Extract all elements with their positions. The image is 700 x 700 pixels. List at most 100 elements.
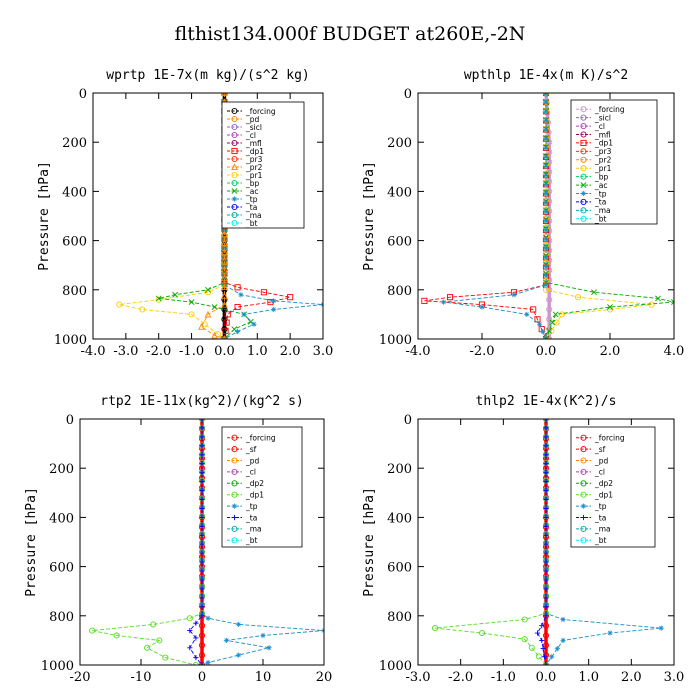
data-point [543, 236, 549, 242]
x-tick-label: -1.0 [491, 670, 516, 685]
data-point [543, 181, 549, 187]
data-point [199, 487, 205, 494]
legend-marker [231, 147, 238, 155]
y-tick-label: 0 [66, 413, 74, 428]
data-point [546, 237, 553, 244]
x-tick-label: -2.0 [146, 344, 171, 359]
data-point [139, 306, 146, 313]
legend-marker [580, 480, 587, 487]
legend-label: _bp [594, 172, 609, 181]
data-point [543, 568, 549, 574]
data-point [543, 523, 549, 529]
y-tick-label: 400 [49, 511, 74, 526]
data-point [266, 645, 272, 651]
legend-marker [580, 207, 587, 214]
x-tick-label: 1.0 [247, 344, 268, 359]
series-group [89, 419, 324, 665]
data-point [543, 254, 549, 261]
data-point [89, 627, 96, 634]
data-point [113, 632, 120, 639]
data-point [543, 99, 549, 105]
data-point [542, 642, 550, 649]
data-point [543, 434, 549, 440]
legend-marker [580, 190, 587, 197]
data-point [546, 296, 553, 303]
legend-label: _tp [594, 502, 607, 511]
legend-marker [580, 503, 587, 509]
data-point [655, 295, 661, 302]
legend-label: _ta [594, 513, 606, 522]
data-point [546, 267, 553, 274]
x-tick-label: -2.0 [469, 344, 494, 359]
legend-marker [231, 131, 238, 139]
data-point [574, 294, 582, 301]
x-tick-label: -2.0 [448, 670, 473, 685]
y-tick-label: 600 [62, 235, 87, 250]
data-point [150, 621, 157, 628]
legend-label: _pd [245, 456, 260, 465]
panel-title: wpthlp 1E-4x(m K)/s^2 [464, 68, 628, 83]
data-point [199, 452, 205, 458]
data-point [221, 300, 228, 308]
data-point [221, 256, 228, 264]
legend-label: _dp2 [245, 479, 264, 488]
data-point [478, 629, 486, 637]
x-tick-label: 3.0 [664, 670, 685, 685]
data-point [671, 299, 674, 306]
data-point [546, 327, 553, 334]
legend-label: _cl [594, 122, 605, 131]
data-point [543, 613, 549, 619]
data-point [260, 289, 267, 296]
data-point [287, 294, 294, 301]
data-point [201, 321, 208, 328]
legend: _forcing_pd_sicl_cl_mfl_dp1_pr3_pr2_pr1_… [221, 101, 305, 229]
legend-marker [231, 525, 238, 532]
legend-marker [580, 491, 587, 498]
data-point [534, 316, 541, 323]
data-point [543, 136, 549, 142]
data-point [543, 273, 549, 279]
data-point [543, 595, 549, 601]
data-point [546, 276, 553, 284]
legend-marker [231, 107, 238, 115]
legend-marker [580, 156, 587, 163]
data-point [198, 642, 206, 649]
y-tick-label: 800 [387, 610, 412, 625]
chart-panel-4: thlp2 1E-4x(K^2)/s Pressure [hPa] 0 200 400 6… [362, 394, 684, 685]
data-point [549, 319, 556, 326]
y-tick-label: 200 [387, 462, 412, 477]
series-line-ac [545, 93, 674, 339]
legend-label: _bt [594, 536, 607, 545]
y-axis-label: Pressure [hPa] [24, 487, 39, 597]
legend-marker [231, 163, 238, 171]
panels: wprtp 1E-7x(m kg)/(s^2 kg) Pressure [hPa]… [24, 68, 684, 685]
x-tick-label: 1.0 [578, 670, 599, 685]
data-point [198, 652, 206, 659]
legend-marker [580, 514, 587, 521]
panel-title: wprtp 1E-7x(m kg)/(s^2 kg) [106, 68, 310, 83]
data-point [162, 654, 169, 661]
data-point [188, 311, 195, 318]
y-axis-label: Pressure [hPa] [362, 161, 377, 271]
legend-marker [580, 139, 587, 146]
series-line-forcing [544, 93, 551, 339]
data-point [271, 298, 277, 304]
data-point [607, 630, 613, 636]
legend-label: _pr2 [594, 156, 612, 165]
series-line-dp1 [223, 93, 291, 339]
data-point [543, 108, 549, 114]
data-point [204, 310, 212, 318]
data-point [546, 247, 553, 254]
data-point [251, 321, 257, 327]
data-point [221, 326, 228, 333]
legend-marker [231, 219, 238, 227]
series-line-dp1 [92, 419, 203, 665]
legend-marker [580, 468, 587, 475]
data-point [432, 625, 439, 632]
legend-label: _tp [245, 502, 258, 511]
data-point [199, 505, 205, 512]
data-point [223, 319, 230, 326]
data-point [658, 625, 664, 631]
chart-panel-1: wprtp 1E-7x(m kg)/(s^2 kg) Pressure [hPa]… [37, 68, 333, 359]
data-point [192, 661, 199, 665]
